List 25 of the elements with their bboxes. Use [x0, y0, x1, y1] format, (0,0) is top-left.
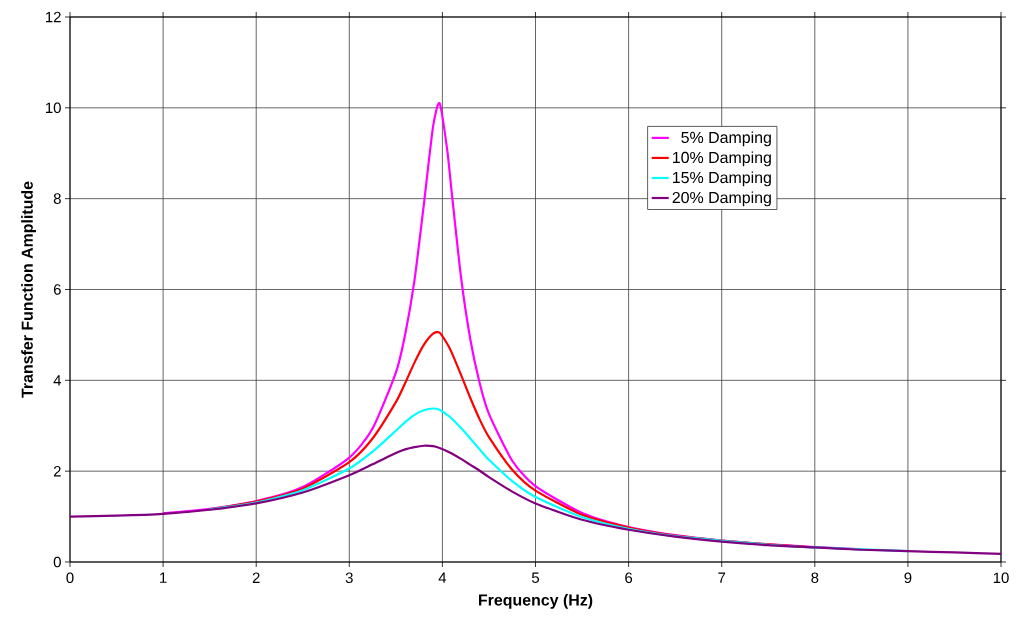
legend-label: 15% Damping — [673, 171, 771, 187]
x-tick-label: 4 — [438, 572, 447, 583]
x-tick-label: 9 — [904, 572, 912, 584]
line-series — [70, 444, 1002, 555]
x-tick-label: 2 — [252, 572, 260, 583]
x-tick-label: 5 — [531, 572, 540, 583]
x-tick-label: 10 — [993, 572, 1009, 584]
y-tick-label: 8 — [53, 193, 61, 204]
y-tick-label: 6 — [53, 284, 61, 295]
y-tick-label: 2 — [53, 465, 61, 477]
legend-label: 5% Damping — [681, 131, 771, 147]
x-tick-label: 0 — [66, 572, 74, 584]
x-tick-label: 3 — [345, 572, 353, 584]
legend-label: 10% Damping — [673, 151, 771, 167]
legend-label: 20% Damping — [672, 191, 771, 207]
x-axis-title: Frequency (Hz) — [479, 593, 593, 609]
x-tick-label: 1 — [160, 572, 167, 583]
y-tick-label: 0 — [53, 556, 61, 568]
x-tick-label: 7 — [718, 572, 726, 583]
y-tick-label: 12 — [46, 11, 61, 23]
y-axis-title: Transfer Function Amplitude — [21, 181, 37, 398]
x-tick-label: 6 — [625, 572, 633, 584]
y-tick-label: 4 — [53, 375, 62, 386]
y-tick-label: 10 — [46, 102, 61, 114]
x-tick-label: 8 — [811, 572, 819, 584]
